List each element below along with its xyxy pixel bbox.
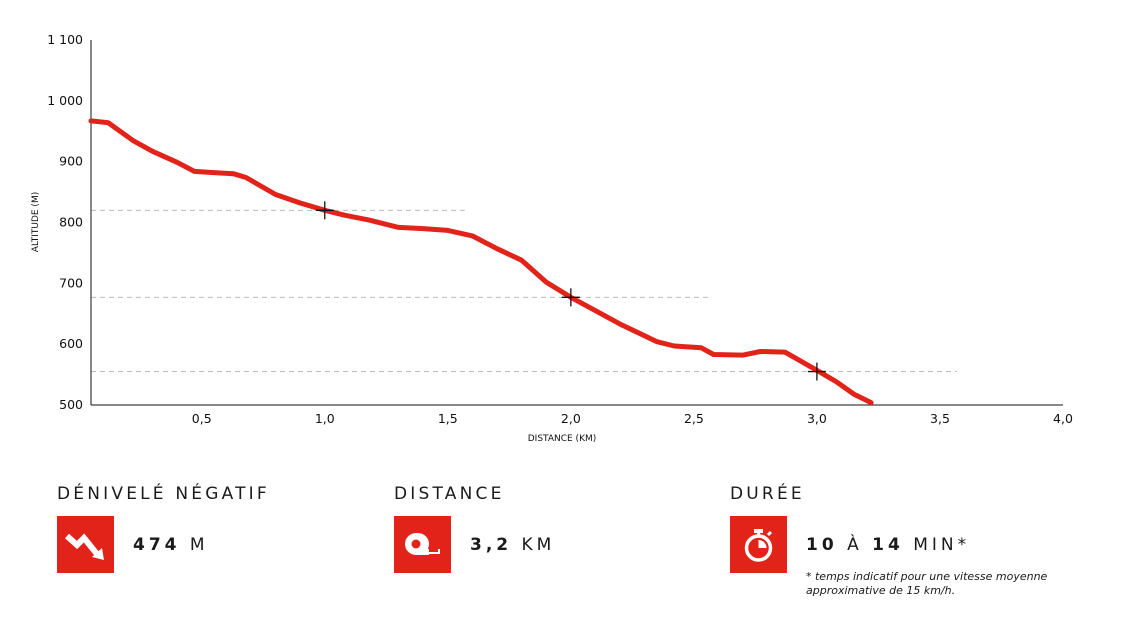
elevation-number: 474 xyxy=(133,534,181,555)
descent-icon xyxy=(57,516,114,573)
duration-footnote: * temps indicatif pour une vitesse moyen… xyxy=(806,570,1048,597)
x-tick-labels: 0,5 1,0 1,5 2,0 2,5 3,0 3,5 4,0 xyxy=(192,411,1073,426)
duration-min: 10 xyxy=(806,534,838,555)
x-tick-label: 1,5 xyxy=(438,411,458,426)
y-tick-label: 1 100 xyxy=(47,32,83,47)
distance-value: 3,2 KM xyxy=(470,535,555,555)
distance-marker xyxy=(561,288,580,307)
duration-value: 10 À 14 MIN* xyxy=(806,535,970,555)
x-axis-title: DISTANCE (KM) xyxy=(528,434,597,444)
y-tick-label: 800 xyxy=(59,215,83,230)
distance-marker xyxy=(315,201,334,220)
y-tick-label: 900 xyxy=(59,154,83,169)
distance-marker xyxy=(807,362,826,381)
duration-stat: DURÉE 10 À 14 MIN* xyxy=(730,484,970,573)
x-tick-label: 2,5 xyxy=(684,411,704,426)
y-tick-label: 500 xyxy=(59,397,83,412)
elevation-chart: 500 600 700 800 900 1 000 1 100 0,5 1,0 1,5 2,0 2,… xyxy=(31,32,1073,444)
elevation-line xyxy=(88,118,874,406)
elevation-title: DÉNIVELÉ NÉGATIF xyxy=(57,484,270,504)
x-tick-label: 4,0 xyxy=(1053,411,1073,426)
distance-stat: DISTANCE 3,2 KM xyxy=(394,484,555,573)
duration-max: 14 xyxy=(872,534,904,555)
y-axis-title: ALTITUDE (M) xyxy=(31,192,41,252)
duration-title: DURÉE xyxy=(730,484,805,504)
y-tick-label: 600 xyxy=(59,336,83,351)
distance-tape-icon xyxy=(394,516,451,573)
elevation-unit: M xyxy=(189,534,209,555)
marker-guides xyxy=(91,209,957,373)
y-tick-label: 1 000 xyxy=(47,93,83,108)
x-tick-label: 3,5 xyxy=(930,411,950,426)
elevation-stat: DÉNIVELÉ NÉGATIF 474 M xyxy=(57,484,270,573)
y-tick-label: 700 xyxy=(59,275,83,290)
x-tick-label: 0,5 xyxy=(192,411,212,426)
x-tick-label: 1,0 xyxy=(315,411,335,426)
distance-markers xyxy=(315,201,826,381)
duration-sep: À xyxy=(847,534,863,555)
distance-title: DISTANCE xyxy=(394,484,505,504)
distance-unit: KM xyxy=(521,534,556,555)
x-tick-label: 2,0 xyxy=(561,411,581,426)
duration-unit: MIN* xyxy=(913,534,971,555)
y-tick-labels: 500 600 700 800 900 1 000 1 100 xyxy=(47,32,83,412)
elevation-value: 474 M xyxy=(133,535,209,555)
stopwatch-icon xyxy=(730,516,787,573)
x-tick-label: 3,0 xyxy=(807,411,827,426)
distance-number: 3,2 xyxy=(470,534,513,555)
